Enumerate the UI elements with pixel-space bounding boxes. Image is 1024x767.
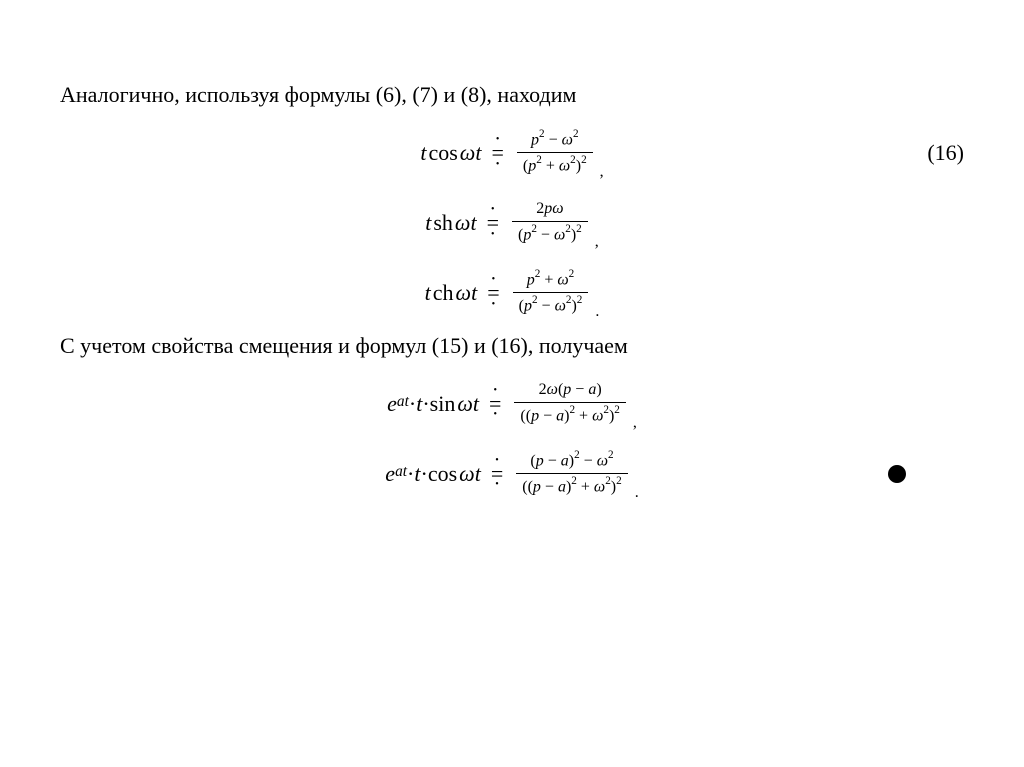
equation-lhs: t sh ωt	[425, 210, 476, 236]
equation-lhs: eat · t · cos ωt	[385, 461, 481, 487]
exponent: at	[397, 393, 409, 411]
denominator: (p2 − ω2)2	[513, 294, 589, 317]
equation-rhs-fraction: (p − a)2 − ω2 ((p − a)2 + ω2)2	[516, 449, 627, 499]
denominator: (p2 − ω2)2	[512, 223, 588, 246]
op-cos: cos	[428, 140, 457, 166]
equation-row: eat · t · sin ωt •=• 2ω(p − a) ((p	[60, 372, 964, 436]
numerator: 2pω	[530, 199, 569, 220]
equation-rhs-fraction: p2 − ω2 (p2 + ω2)2	[517, 128, 593, 178]
doteq-icon: •=•	[487, 208, 499, 237]
intro-paragraph-1: Аналогично, используя формулы (6), (7) и…	[60, 80, 964, 111]
equation-lhs: t cos ωt	[420, 140, 481, 166]
page: Аналогично, используя формулы (6), (7) и…	[0, 0, 1024, 767]
equation-tsh: t sh ωt •=• 2pω (p2 − ω2)2 ,	[60, 191, 964, 255]
equation-tail: ,	[595, 233, 599, 255]
equation-eat-cos: eat · t · cos ωt •=• (p − a)2 − ω2	[60, 442, 964, 506]
equation-number: (16)	[927, 140, 964, 166]
denominator: ((p − a)2 + ω2)2	[516, 475, 627, 498]
equation-tail: ,	[633, 414, 637, 436]
numerator: 2ω(p − a)	[533, 380, 608, 401]
equation-rhs-fraction: p2 + ω2 (p2 − ω2)2	[513, 268, 589, 318]
denominator: (p2 + ω2)2	[517, 154, 593, 177]
equation-row: eat · t · cos ωt •=• (p − a)2 − ω2	[60, 442, 964, 506]
doteq-icon: •=•	[491, 459, 503, 488]
op-ch: ch	[433, 280, 454, 306]
doteq-icon: •=•	[489, 389, 501, 418]
intro-paragraph-2: С учетом свойства смещения и формул (15)…	[60, 331, 964, 362]
equation-row: t ch ωt •=• p2 + ω2 (p2 − ω2)2	[60, 261, 964, 325]
qed-icon	[888, 465, 906, 483]
numerator: p2 + ω2	[521, 268, 581, 291]
equation-tail: ,	[600, 163, 604, 185]
equation-tch: t ch ωt •=• p2 + ω2 (p2 − ω2)2	[60, 261, 964, 325]
op-sh: sh	[433, 210, 453, 236]
denominator: ((p − a)2 + ω2)2	[514, 404, 625, 427]
equation-lhs: t ch ωt	[425, 280, 478, 306]
equation-eat-sin: eat · t · sin ωt •=• 2ω(p − a) ((p	[60, 372, 964, 436]
equation-tail: .	[595, 303, 599, 325]
numerator: (p − a)2 − ω2	[524, 449, 619, 472]
doteq-icon: •=•	[487, 278, 499, 307]
exponent: at	[395, 463, 407, 481]
equation-tail: .	[635, 484, 639, 506]
numerator: p2 − ω2	[525, 128, 585, 151]
sym-omega: ω	[460, 140, 476, 166]
equation-rhs-fraction: 2ω(p − a) ((p − a)2 + ω2)2	[514, 380, 625, 427]
equation-lhs: eat · t · sin ωt	[387, 391, 479, 417]
sym-t: t	[475, 140, 481, 166]
equation-16: t cos ωt •=• p2 − ω2 (p2 + ω2)	[60, 121, 964, 185]
op-cos: cos	[428, 461, 457, 487]
doteq-icon: •=•	[491, 138, 503, 167]
equation-row: t cos ωt •=• p2 − ω2 (p2 + ω2)	[60, 121, 964, 185]
equation-rhs-fraction: 2pω (p2 − ω2)2	[512, 199, 588, 246]
op-sin: sin	[430, 391, 456, 417]
sym-t: t	[420, 140, 426, 166]
equation-row: t sh ωt •=• 2pω (p2 − ω2)2 ,	[60, 191, 964, 255]
